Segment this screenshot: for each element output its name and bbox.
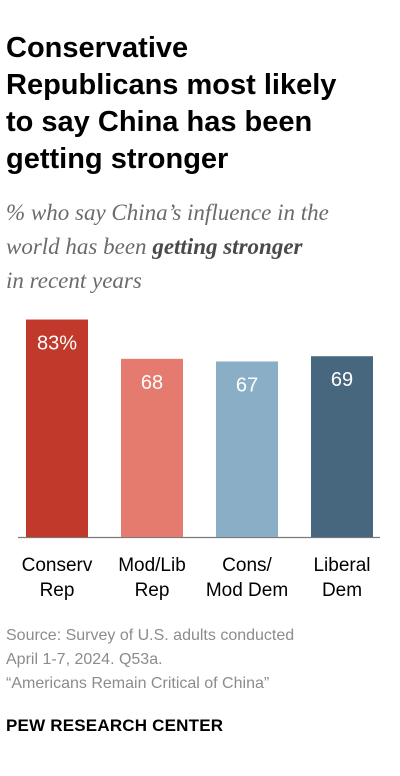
category-label: Mod Dem xyxy=(206,580,288,601)
bar-value-label: 83% xyxy=(37,333,77,355)
subtitle-text: world has been xyxy=(6,234,153,259)
title-line: to say China has been xyxy=(6,106,313,138)
title-line: Republicans most likely xyxy=(6,69,337,101)
category-label: Conserv xyxy=(22,555,93,576)
chart-title: Conservative Republicans most likely to … xyxy=(6,30,394,178)
bar-value-label: 68 xyxy=(141,372,163,394)
bar xyxy=(121,358,183,537)
bar xyxy=(311,356,373,537)
bar-value-label: 69 xyxy=(331,369,353,391)
bar-value-label: 67 xyxy=(236,374,258,396)
source-line: Source: Survey of U.S. adults conducted xyxy=(6,627,295,644)
category-label: Cons/ xyxy=(222,555,272,576)
category-label: Dem xyxy=(322,580,362,601)
category-label: Rep xyxy=(135,580,170,601)
bar xyxy=(26,319,88,537)
title-line: getting stronger xyxy=(6,143,229,175)
category-label: Mod/Lib xyxy=(118,555,186,576)
chart-subtitle: % who say China’s influence in the world… xyxy=(6,196,396,298)
title-line: Conservative xyxy=(6,32,189,64)
subtitle-line: world has been getting stronger xyxy=(6,230,396,264)
source-line: “Americans Remain Critical of China” xyxy=(6,675,270,692)
subtitle-emphasis: getting stronger xyxy=(152,234,303,259)
bar xyxy=(216,361,278,537)
brand-logo-text: PEW RESEARCH CENTER xyxy=(6,716,224,735)
category-label: Liberal xyxy=(313,555,370,576)
bar-chart: 83% Conserv Rep 68 Mod/Lib Rep 67 Cons/Mod Dem 6… xyxy=(18,319,380,601)
category-label: Rep xyxy=(40,580,75,601)
subtitle-line: in recent years xyxy=(6,268,142,293)
subtitle-line: % who say China’s influence in the xyxy=(6,200,329,225)
source-note: Source: Survey of U.S. adults conducted … xyxy=(6,624,396,696)
source-line: April 1-7, 2024. Q53a. xyxy=(6,651,163,668)
